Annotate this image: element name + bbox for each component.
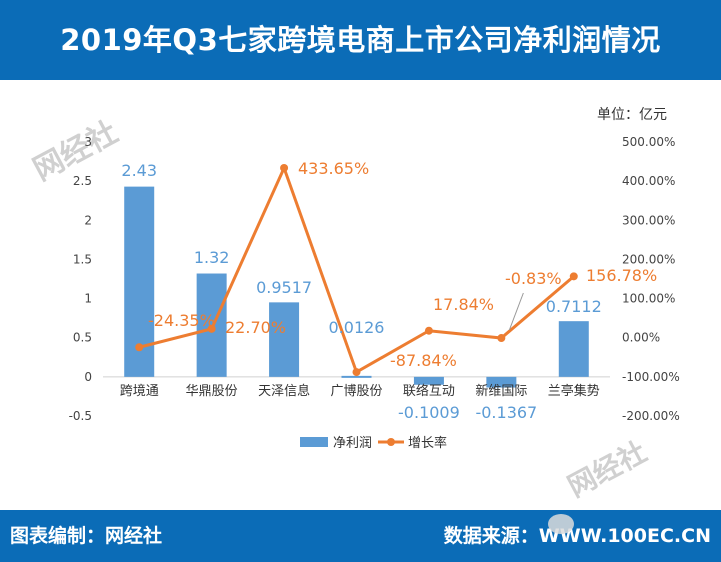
y-left-tick: 2 bbox=[84, 213, 92, 227]
footer-bar: 图表编制：网经社 数据来源：WWW.100EC.CN bbox=[0, 510, 721, 562]
growth-point bbox=[207, 324, 216, 333]
growth-value-label: 17.84% bbox=[433, 295, 494, 314]
category-label: 新维国际 bbox=[475, 383, 527, 399]
legend-label: 净利润 bbox=[333, 436, 372, 451]
growth-value-label: 156.78% bbox=[586, 266, 657, 285]
y-left-tick: 1.5 bbox=[73, 252, 92, 266]
y-right-tick: 100.00% bbox=[622, 292, 675, 306]
profit-chart: 跨境通 华鼎股份 天泽信息 广博股份 联络互动 新维国际 兰亭集势 2.43 1.32 0.951… bbox=[69, 135, 680, 451]
y-right-tick: 0.00% bbox=[622, 331, 660, 345]
y-left-tick: 3 bbox=[84, 135, 92, 149]
bar-value-label: -0.1367 bbox=[475, 403, 537, 422]
legend-label: 增长率 bbox=[408, 435, 447, 451]
legend-marker bbox=[387, 438, 395, 446]
growth-point bbox=[352, 368, 361, 377]
header-bar: 2019年Q3七家跨境电商上市公司净利润情况 bbox=[0, 0, 721, 80]
growth-value-label: 433.65% bbox=[298, 159, 369, 178]
growth-point bbox=[280, 163, 289, 172]
bar-value-label: 2.43 bbox=[121, 161, 157, 180]
bar-value-label: -0.1009 bbox=[398, 403, 460, 422]
bar bbox=[341, 375, 372, 378]
growth-value-label: -24.35% bbox=[148, 311, 215, 330]
bar bbox=[269, 302, 300, 377]
growth-value-label: -0.83% bbox=[505, 269, 562, 288]
growth-point bbox=[497, 334, 506, 343]
y-right-tick: 300.00% bbox=[622, 213, 675, 227]
y-right-tick: 200.00% bbox=[622, 252, 675, 266]
growth-value-label: 22.70% bbox=[225, 318, 286, 337]
y-right-tick: -200.00% bbox=[622, 409, 680, 423]
growth-point bbox=[135, 343, 144, 352]
label-leader-line bbox=[508, 292, 524, 331]
page-title: 2019年Q3七家跨境电商上市公司净利润情况 bbox=[60, 23, 661, 57]
bar bbox=[486, 376, 517, 388]
bar bbox=[558, 321, 589, 377]
y-right-tick: 400.00% bbox=[622, 174, 675, 188]
y-left-tick: 0 bbox=[84, 370, 92, 384]
category-label: 跨境通 bbox=[120, 384, 159, 399]
y-right-tick: -100.00% bbox=[622, 370, 680, 384]
category-label: 广博股份 bbox=[330, 384, 382, 399]
y-left-tick: 0.5 bbox=[73, 331, 92, 345]
category-label: 兰亭集势 bbox=[548, 383, 600, 399]
growth-value-label: -87.84% bbox=[390, 351, 457, 370]
y-left-tick: 2.5 bbox=[73, 174, 92, 188]
chart-credit: 图表编制：网经社 bbox=[10, 525, 163, 547]
category-label: 联络互动 bbox=[403, 383, 455, 399]
category-label: 华鼎股份 bbox=[186, 384, 238, 399]
y-right-tick: 500.00% bbox=[622, 135, 675, 149]
bar-value-label: 0.9517 bbox=[256, 278, 312, 297]
data-source: 数据来源：WWW.100EC.CN bbox=[443, 525, 711, 547]
bar-value-label: 0.7112 bbox=[546, 297, 602, 316]
y-left-tick: -0.5 bbox=[69, 409, 92, 423]
wechat-icon bbox=[548, 514, 574, 534]
y-left-tick: 1 bbox=[84, 292, 92, 306]
bar-value-label: 1.32 bbox=[194, 248, 230, 267]
bar-value-label: 0.0126 bbox=[329, 318, 385, 337]
category-label: 天泽信息 bbox=[258, 383, 310, 399]
growth-point bbox=[424, 326, 433, 335]
bar bbox=[413, 376, 444, 385]
growth-point bbox=[569, 272, 578, 281]
legend-swatch-bar bbox=[300, 437, 328, 447]
unit-label: 单位：亿元 bbox=[597, 107, 667, 123]
